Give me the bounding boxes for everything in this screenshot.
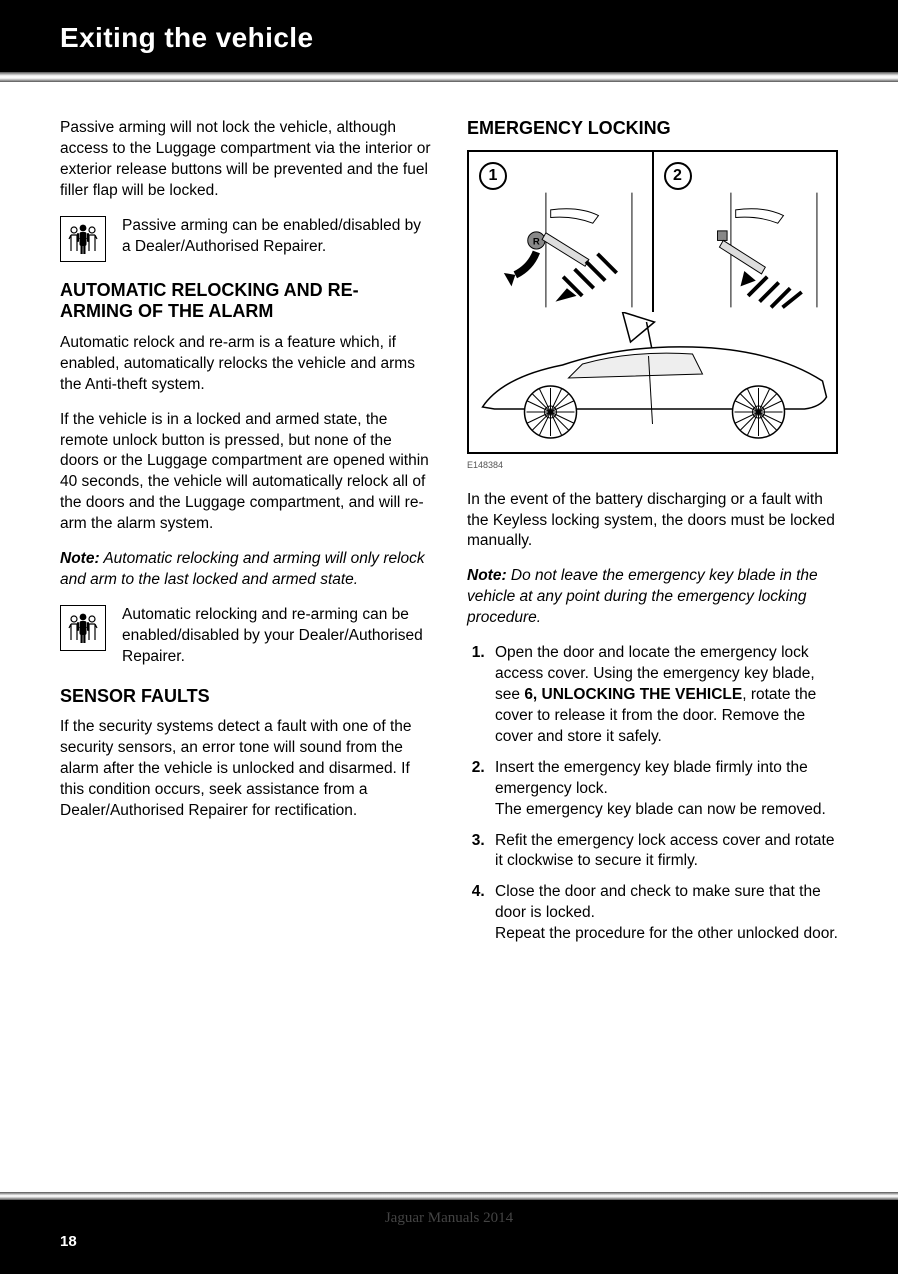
note-label: Note: (467, 567, 507, 584)
figure-reference: E148384 (467, 460, 838, 470)
step-4: Close the door and check to make sure th… (489, 882, 838, 945)
sensor-faults-heading: SENSOR FAULTS (60, 686, 431, 708)
svg-text:R: R (533, 236, 540, 247)
sensor-faults-p: If the security systems detect a fault w… (60, 717, 431, 822)
header-divider (0, 72, 898, 82)
footer-band: Jaguar Manuals 2014 18 (0, 1192, 898, 1274)
emergency-note: Note: Do not leave the emergency key bla… (467, 566, 838, 629)
step-circle-1: 1 (479, 162, 507, 190)
note-label: Note: (60, 550, 100, 567)
diagram-panel-1: 1 R (469, 152, 652, 312)
step1-ref: 6, UNLOCKING THE VEHICLE (524, 686, 742, 703)
emergency-p1: In the event of the battery discharging … (467, 490, 838, 553)
step-2: Insert the emergency key blade firmly in… (489, 758, 838, 821)
note-rest: Do not leave the emergency key blade in … (467, 567, 818, 626)
steps-list: Open the door and locate the emergency l… (467, 643, 838, 945)
dealer-note-row: Passive arming can be enabled/disabled b… (60, 216, 431, 262)
dealer-note-row-2: Automatic relocking and re-arming can be… (60, 605, 431, 668)
diagram-top-panels: 1 R (469, 152, 836, 312)
intro-paragraph: Passive arming will not lock the vehicle… (60, 118, 431, 202)
step-3: Refit the emergency lock access cover an… (489, 831, 838, 873)
footer-divider (0, 1192, 898, 1200)
auto-relock-note: Note: Automatic relocking and arming wil… (60, 549, 431, 591)
footer-watermark: Jaguar Manuals 2014 (60, 1210, 838, 1227)
diagram-panel-2: 2 (652, 152, 837, 312)
relock-enable-note: Automatic relocking and re-arming can be… (122, 605, 431, 668)
auto-relock-heading: AUTOMATIC RELOCKING AND RE-ARMING OF THE… (60, 280, 431, 323)
right-column: EMERGENCY LOCKING 1 R (467, 118, 838, 959)
car-illustration (469, 312, 836, 452)
content-columns: Passive arming will not lock the vehicle… (0, 82, 898, 959)
page: Exiting the vehicle Passive arming will … (0, 0, 898, 1274)
passive-enable-note: Passive arming can be enabled/disabled b… (122, 216, 431, 258)
diagram-car (469, 312, 836, 452)
header-band: Exiting the vehicle (0, 0, 898, 72)
people-icon (60, 216, 106, 262)
panel1-illustration: R (479, 190, 642, 310)
note-rest: Automatic relocking and arming will only… (60, 550, 425, 588)
page-title: Exiting the vehicle (60, 22, 838, 54)
emergency-locking-heading: EMERGENCY LOCKING (467, 118, 838, 140)
panel2-illustration (664, 190, 827, 310)
emergency-lock-diagram: 1 R (467, 150, 838, 454)
step-1: Open the door and locate the emergency l… (489, 643, 838, 748)
auto-relock-p2: If the vehicle is in a locked and armed … (60, 410, 431, 536)
page-number: 18 (60, 1233, 838, 1250)
left-column: Passive arming will not lock the vehicle… (60, 118, 431, 959)
people-icon (60, 605, 106, 651)
auto-relock-p1: Automatic relock and re-arm is a feature… (60, 333, 431, 396)
step-circle-2: 2 (664, 162, 692, 190)
